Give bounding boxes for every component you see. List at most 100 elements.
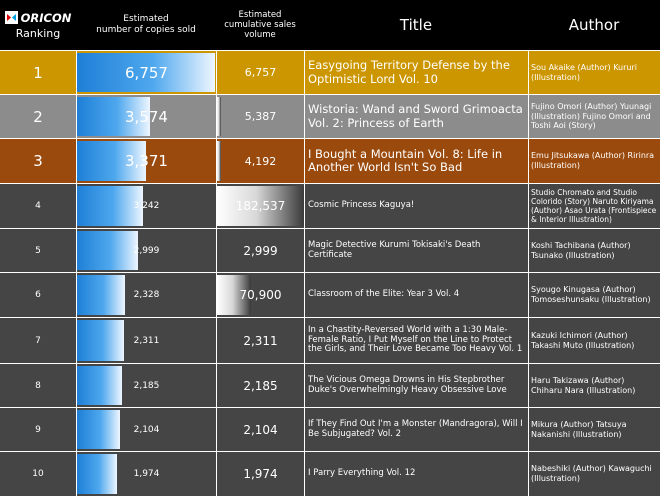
sold-value: 6,757 xyxy=(125,63,168,82)
sold-cell: 3,371 xyxy=(77,139,216,183)
author-text: Sou Akaike (Author) Kururi (Illustration… xyxy=(531,62,637,82)
sold-value: 3,242 xyxy=(133,201,160,211)
cumulative-bar xyxy=(217,141,221,181)
header-title-cell: Title xyxy=(304,0,528,50)
sold-cell: 2,311 xyxy=(77,318,216,363)
rank-number: 1 xyxy=(33,63,43,82)
sold-cell: 2,185 xyxy=(77,364,216,407)
author-cell: Haru Takizawa (Author) Chiharu Nara (Ill… xyxy=(529,364,660,407)
cumulative-value: 5,387 xyxy=(244,110,277,123)
author-text: Fujino Omori (Author) Yuunagi (Illustrat… xyxy=(531,102,652,131)
cumulative-value: 4,192 xyxy=(244,154,277,168)
header-sold-line2: number of copies sold xyxy=(96,25,196,35)
title-cell: I Bought a Mountain Vol. 8: Life in Anot… xyxy=(305,139,528,183)
header-author-cell: Author xyxy=(528,0,660,50)
cumulative-value: 70,900 xyxy=(239,288,282,302)
sold-bar xyxy=(77,320,124,361)
sold-bar xyxy=(77,231,138,270)
title-text: Magic Detective Kurumi Tokisaki's Death … xyxy=(308,239,481,260)
cumulative-cell: 5,387 xyxy=(217,95,304,138)
author-text: Emu Jitsukawa (Author) Ririnra (Illustra… xyxy=(531,151,655,170)
author-text: Studio Chromato and Studio Colorido (Sto… xyxy=(531,188,657,224)
title-cell: Wistoria: Wand and Sword Grimoacta Vol. … xyxy=(305,95,528,138)
cumulative-cell: 2,185 xyxy=(217,364,304,407)
cumulative-value: 2,185 xyxy=(243,378,278,393)
rank-number: 4 xyxy=(35,201,41,211)
sold-cell: 1,974 xyxy=(77,452,216,496)
rank-cell: 1 xyxy=(0,51,76,94)
sold-cell: 2,328 xyxy=(77,273,216,317)
cumulative-value: 1,974 xyxy=(243,467,278,481)
header-cum-line3: volume xyxy=(244,30,276,41)
sold-value: 2,311 xyxy=(133,335,160,346)
sold-bar xyxy=(77,141,146,181)
cumulative-cell: 2,311 xyxy=(217,318,304,363)
title-cell: Cosmic Princess Kaguya! xyxy=(305,184,528,228)
cumulative-cell: 182,537 xyxy=(217,184,304,228)
title-text: Wistoria: Wand and Sword Grimoacta Vol. … xyxy=(308,102,523,130)
cumulative-cell: 2,104 xyxy=(217,408,304,451)
header-ranking-cell: ORICON Ranking xyxy=(0,0,76,50)
sold-value: 2,999 xyxy=(133,245,160,256)
title-text: Cosmic Princess Kaguya! xyxy=(308,200,415,211)
rank-number: 3 xyxy=(33,152,43,170)
rank-cell: 6 xyxy=(0,273,76,317)
table-row: 10 1,974 1,974 I Parry Everything Vol. 12 Na… xyxy=(0,452,660,496)
title-text: If They Find Out I'm a Monster (Mandrago… xyxy=(308,418,523,439)
author-text: Mikura (Author) Tatsuya Nakanishi (Illus… xyxy=(531,419,627,439)
author-text: Kazuki Ichimori (Author) Takashi Muto (I… xyxy=(531,330,635,350)
rank-number: 10 xyxy=(32,469,44,479)
sold-value: 2,328 xyxy=(133,290,160,300)
cumulative-value: 6,757 xyxy=(244,66,277,79)
author-text: Koshi Tachibana (Author) Tsunako (Illust… xyxy=(531,240,631,260)
table-row: 4 3,242 182,537 Cosmic Princess Kaguya! Stud… xyxy=(0,184,660,228)
author-text: Nabeshiki (Author) Kawaguchi (Illustrati… xyxy=(531,464,652,483)
rank-number: 2 xyxy=(33,107,43,126)
title-cell: If They Find Out I'm a Monster (Mandrago… xyxy=(305,408,528,451)
sold-cell: 2,999 xyxy=(77,229,216,272)
author-cell: Syougo Kinugasa (Author) Tomoseshunsaku … xyxy=(529,273,660,317)
table-row: 3 3,371 4,192 I Bought a Mountain Vol. 8: L… xyxy=(0,139,660,183)
cumulative-cell: 70,900 xyxy=(217,273,304,317)
title-text: The Vicious Omega Drowns in His Stepbrot… xyxy=(308,374,507,395)
author-text: Syougo Kinugasa (Author) Tomoseshunsaku … xyxy=(531,285,651,304)
author-cell: Nabeshiki (Author) Kawaguchi (Illustrati… xyxy=(529,452,660,496)
title-text: I Parry Everything Vol. 12 xyxy=(308,468,416,479)
author-cell: Studio Chromato and Studio Colorido (Sto… xyxy=(529,184,660,228)
header-ranking-label: Ranking xyxy=(15,26,61,40)
cumulative-value: 2,999 xyxy=(243,243,278,258)
table-row: 1 6,757 6,757 Easygoing Territory Defense b… xyxy=(0,51,660,94)
sold-bar xyxy=(77,366,122,405)
sold-value: 3,371 xyxy=(125,152,168,170)
cumulative-cell: 1,974 xyxy=(217,452,304,496)
rank-cell: 8 xyxy=(0,364,76,407)
title-cell: Easygoing Territory Defense by the Optim… xyxy=(305,51,528,94)
title-text: I Bought a Mountain Vol. 8: Life in Anot… xyxy=(308,146,503,174)
sold-bar xyxy=(77,275,125,315)
author-cell: Fujino Omori (Author) Yuunagi (Illustrat… xyxy=(529,95,660,138)
table-row: 7 2,311 2,311 In a Chastity-Reversed World … xyxy=(0,318,660,363)
cumulative-bar xyxy=(217,186,304,226)
title-cell: I Parry Everything Vol. 12 xyxy=(305,452,528,496)
sold-bar xyxy=(77,454,117,494)
sold-bar xyxy=(77,97,150,136)
title-text: Easygoing Territory Defense by the Optim… xyxy=(308,58,510,86)
table-row: 9 2,104 2,104 If They Find Out I'm a Monste… xyxy=(0,408,660,451)
header-title-label: Title xyxy=(399,16,433,34)
header-cum-cell: Estimated cumulative sales volume xyxy=(216,0,304,50)
rank-cell: 5 xyxy=(0,229,76,272)
sold-cell: 6,757 xyxy=(77,51,216,94)
author-cell: Sou Akaike (Author) Kururi (Illustration… xyxy=(529,51,660,94)
sold-cell: 3,242 xyxy=(77,184,216,228)
table-row: 5 2,999 2,999 Magic Detective Kurumi Tokisa… xyxy=(0,229,660,272)
sold-value: 1,974 xyxy=(133,469,160,479)
title-cell: In a Chastity-Reversed World with a 1:30… xyxy=(305,318,528,363)
rank-number: 6 xyxy=(35,290,41,300)
rank-cell: 3 xyxy=(0,139,76,183)
rank-cell: 9 xyxy=(0,408,76,451)
author-text: Haru Takizawa (Author) Chiharu Nara (Ill… xyxy=(531,375,636,395)
cumulative-bar xyxy=(217,97,221,136)
sold-cell: 2,104 xyxy=(77,408,216,451)
title-cell: Classroom of the Elite: Year 3 Vol. 4 xyxy=(305,273,528,317)
sold-bar xyxy=(77,186,143,226)
